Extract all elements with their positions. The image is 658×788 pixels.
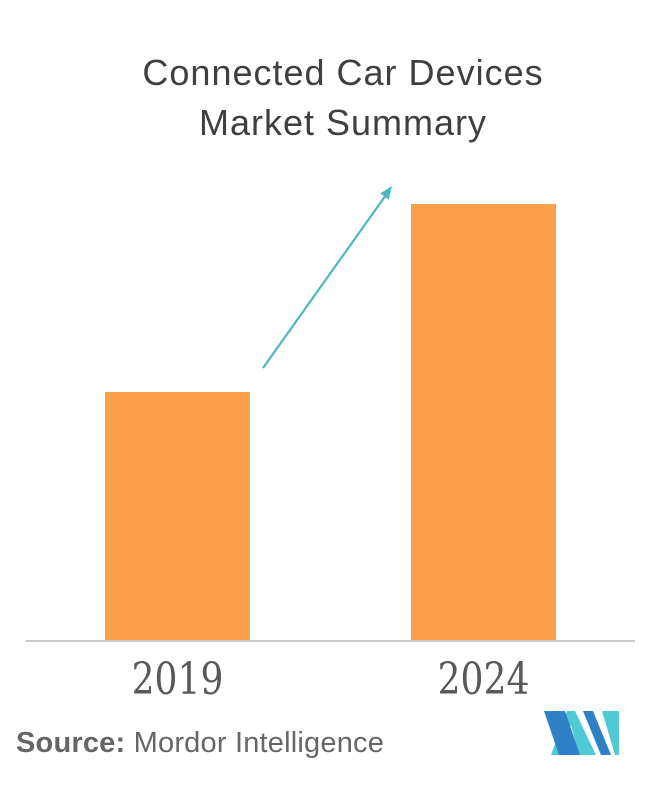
x-axis-line [26, 640, 635, 642]
source-line: Source: Mordor Intelligence [16, 727, 384, 760]
chart-title: Connected Car Devices Market Summary [0, 48, 658, 148]
chart-title-line2: Market Summary [198, 102, 488, 143]
x-tick-label-2019: 2019 [131, 654, 224, 705]
chart-title-line1: Connected Car Devices [142, 52, 544, 93]
source-text: Mordor Intelligence [125, 727, 385, 759]
bar-2019 [105, 392, 250, 641]
mordor-intelligence-logo [544, 711, 619, 755]
source-label: Source: [16, 727, 126, 759]
bar-2024 [411, 204, 556, 641]
x-tick-label-2024: 2024 [437, 654, 530, 705]
